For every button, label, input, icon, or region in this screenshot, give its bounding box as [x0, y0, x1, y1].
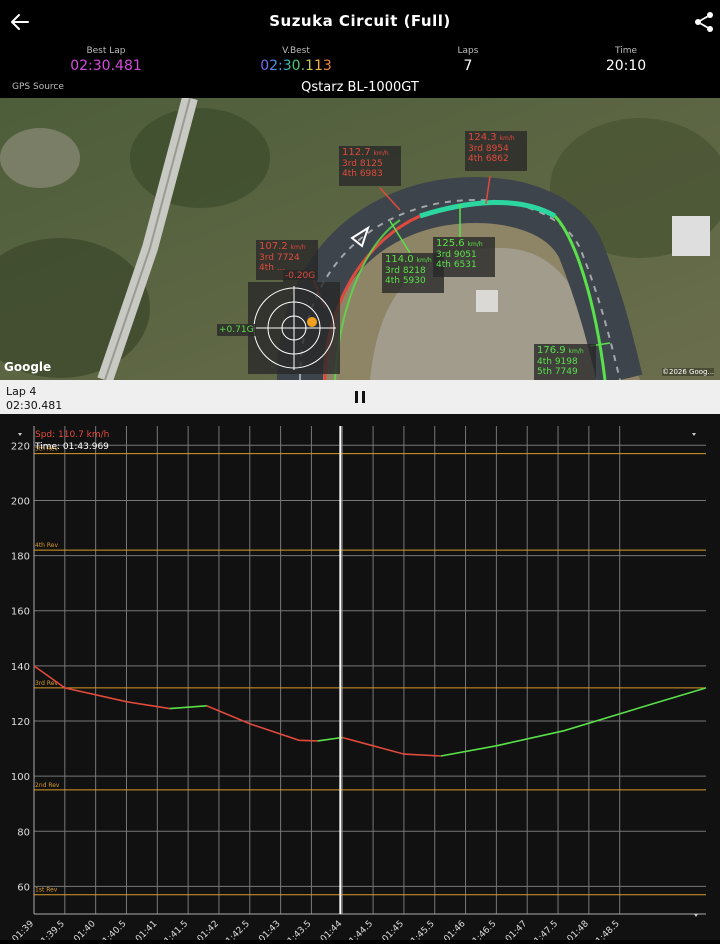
speed-series-segment	[206, 705, 318, 742]
speed-series-segment	[440, 687, 707, 757]
map-attribution[interactable]: ©2026 Goog...	[662, 368, 715, 376]
lap-label: Lap 4	[6, 385, 37, 398]
google-logo: Google	[4, 360, 52, 374]
speed-callout: 112.7 km/h 3rd 8125 4th 6983	[339, 146, 401, 186]
g-lateral-readout: +0.71G	[217, 324, 256, 336]
chart-scroll-icon	[694, 914, 698, 917]
speed-callout: 125.6 km/h 3rd 9051 4th 6531	[433, 237, 495, 277]
time-value: 20:10	[605, 58, 647, 74]
cursor-time-readout: Time: 01:43.969	[35, 442, 109, 452]
y-tick-label: 200	[11, 496, 30, 507]
x-tick-label: 01:42	[196, 919, 221, 940]
laps-stat: Laps 7	[388, 46, 548, 74]
speed-chart-canvas: 5th Rev 4th Rev 3rd Rev 2nd Rev 1st Rev 60 80…	[11, 426, 707, 944]
y-tick-label: 100	[11, 772, 30, 783]
y-tick-label: 120	[11, 717, 30, 728]
x-tick-label: 01:48	[566, 919, 592, 940]
x-tick-label: 01:48.5	[590, 919, 621, 940]
y-tick-label: 220	[11, 441, 30, 452]
y-tick-label: 180	[11, 552, 30, 563]
speed-chart[interactable]: 5th Rev 4th Rev 3rd Rev 2nd Rev 1st Rev 60 80…	[0, 414, 720, 944]
x-tick-label: 01:44	[319, 919, 345, 940]
x-tick-label: 01:45	[381, 919, 406, 940]
x-tick-label: 01:47	[504, 919, 529, 940]
x-tick-label: 01:39.5	[35, 919, 66, 940]
x-tick-label: 01:40.5	[97, 919, 128, 940]
x-tick-label: 01:44.5	[344, 919, 375, 940]
app-header: Suzuka Circuit (Full) Best Lap 02:30.481…	[0, 0, 720, 98]
time-stat: Time 20:10	[546, 46, 706, 74]
virtual-best-stat: V.Best 02:30.113	[216, 46, 376, 74]
share-icon[interactable]	[692, 10, 716, 34]
satellite-map[interactable]: 107.2 km/h 3rd 7724 4th ... 112.7 km/h 3r…	[0, 98, 720, 380]
laps-label: Laps	[457, 46, 479, 56]
speed-series-segment	[317, 736, 343, 742]
back-arrow-icon[interactable]	[8, 10, 32, 34]
gps-source-value: Qstarz BL-1000GT	[301, 80, 419, 95]
x-tick-label: 01:39	[11, 919, 37, 940]
x-tick-label: 01:46	[442, 919, 468, 940]
lap-time: 02:30.481	[6, 399, 63, 412]
x-tick-label: 01:42.5	[220, 919, 251, 940]
speed-callout: 176.9 km/h 4th 9198 5th 7749	[534, 344, 596, 380]
cursor-speed-readout: Spd: 110.7 km/h	[35, 430, 110, 440]
x-tick-label: 01:41.5	[159, 919, 190, 940]
rev-line-label: 3rd Rev	[35, 680, 58, 687]
speed-series-segment	[169, 705, 207, 710]
virtual-best-value: 02:30.113	[260, 58, 332, 74]
pause-icon[interactable]	[353, 390, 367, 404]
x-tick-label: 01:41	[134, 919, 159, 940]
x-tick-label: 01:46.5	[467, 919, 498, 940]
laps-value: 7	[463, 58, 473, 74]
rev-line-label: 5th Rev	[35, 446, 58, 453]
gps-source-label: GPS Source	[12, 82, 64, 92]
virtual-best-label: V.Best	[282, 46, 310, 56]
best-lap-stat: Best Lap 02:30.481	[26, 46, 186, 74]
g-longitudinal-readout: -0.20G	[283, 270, 318, 282]
rev-line-label: 4th Rev	[35, 542, 58, 549]
rev-line-label: 1st Rev	[35, 887, 58, 894]
rev-line-label: 2nd Rev	[35, 782, 60, 789]
y-tick-label: 140	[11, 662, 30, 673]
speed-callout: 124.3 km/h 3rd 8954 4th 6862	[465, 131, 527, 171]
x-tick-label: 01:40	[72, 919, 98, 940]
y-tick-label: 160	[11, 607, 30, 618]
chart-menu-left-icon	[18, 433, 22, 436]
time-label: Time	[614, 46, 638, 56]
map-canvas	[0, 98, 720, 380]
x-tick-label: 01:43	[257, 919, 282, 940]
x-tick-label: 01:47.5	[529, 919, 560, 940]
x-tick-label: 01:43.5	[282, 919, 313, 940]
speed-series-segment	[33, 665, 170, 710]
y-tick-label: 60	[17, 882, 30, 893]
x-tick-label: 01:45.5	[405, 919, 436, 940]
g-force-meter	[248, 282, 340, 374]
chart-menu-right-icon	[692, 433, 696, 436]
speed-series-segment	[342, 736, 441, 757]
best-lap-value: 02:30.481	[70, 58, 142, 74]
lap-bar: Lap 4 02:30.481	[0, 380, 720, 414]
y-tick-label: 80	[17, 827, 30, 838]
track-title: Suzuka Circuit (Full)	[269, 12, 451, 30]
g-meter-dial-icon	[252, 286, 336, 370]
best-lap-label: Best Lap	[86, 46, 126, 56]
